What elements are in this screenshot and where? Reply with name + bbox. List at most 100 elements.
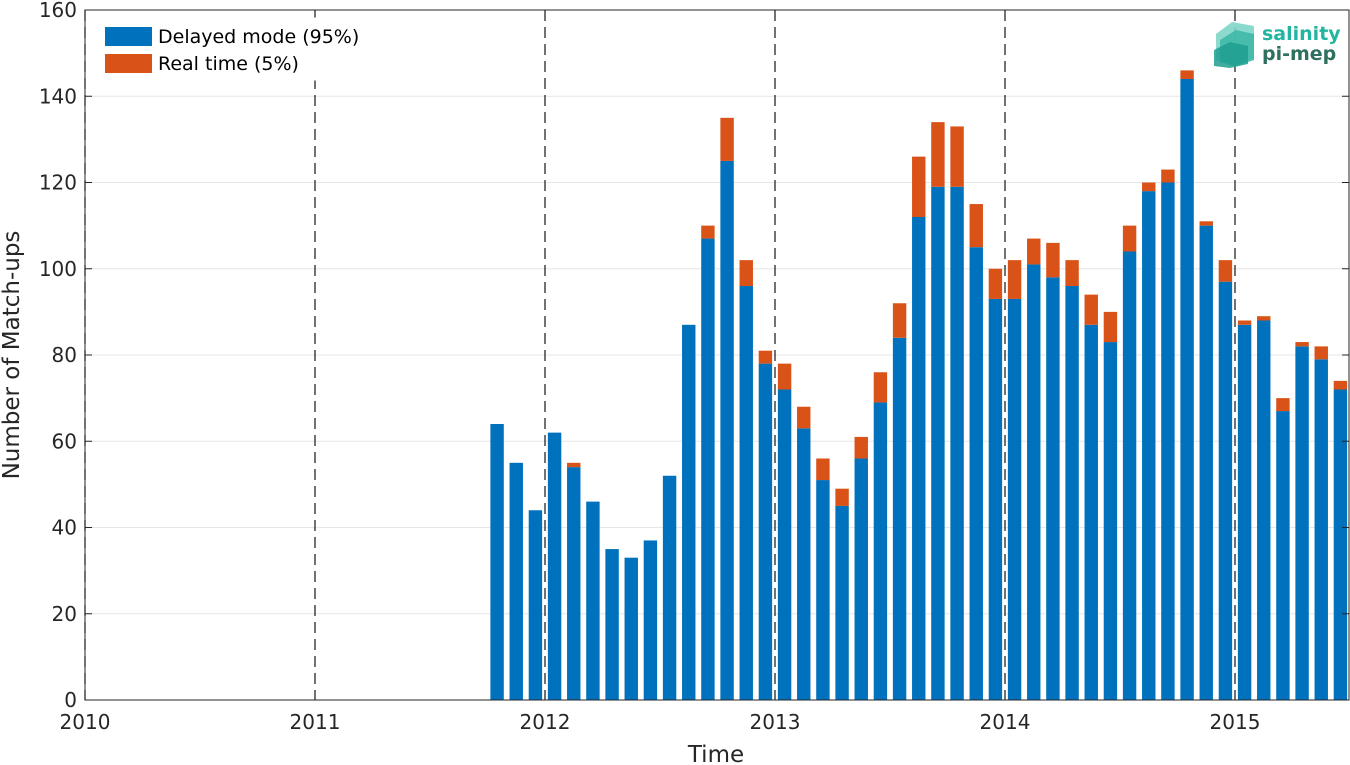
bar-realtime-2013-12 [988,268,1003,299]
y-tick-label-160: 160 [39,0,77,22]
bar-realtime-2014-10 [1180,70,1194,79]
bar-realtime-2014-06 [1103,311,1118,343]
bar-realtime-2015-05 [1314,346,1328,360]
bar-delayed-2012-07 [662,475,677,700]
legend: Delayed mode (95%) Real time (5%) [95,17,393,81]
bar-delayed-2011-12 [528,510,543,700]
bar-delayed-2012-01 [547,432,562,700]
x-tick-label-2012: 2012 [520,710,571,734]
bar-delayed-2011-10 [490,424,504,700]
bar-realtime-2013-04 [835,488,849,506]
bar-delayed-2013-08 [912,217,926,700]
bar-delayed-2014-08 [1142,191,1156,700]
bar-realtime-2012-11 [739,260,753,286]
bar-realtime-2013-07 [892,303,907,338]
bar-delayed-2015-02 [1257,320,1271,700]
x-axis-ticks: 2010 2011 2012 2013 2014 2015 [60,692,1261,734]
bar-series [490,70,1348,700]
bar-realtime-2013-01 [777,363,792,390]
bar-delayed-2012-05 [624,557,638,700]
bar-realtime-2014-04 [1065,260,1079,286]
y-axis-title: Number of Match-ups [0,231,25,480]
y-tick-label-20: 20 [52,602,77,626]
y-tick-label-0: 0 [64,688,77,712]
bar-delayed-2013-10 [950,186,964,700]
bar-realtime-2013-11 [969,204,983,248]
bar-realtime-2015-06 [1333,380,1348,390]
bar-realtime-2013-02 [797,406,811,429]
bar-realtime-2014-11 [1199,221,1213,226]
logo-mark-icon [1214,22,1254,68]
bar-realtime-2014-02 [1027,238,1041,265]
bar-delayed-2013-01 [777,389,792,700]
bar-delayed-2014-04 [1065,286,1079,700]
bar-delayed-2015-05 [1314,359,1328,700]
bar-delayed-2014-12 [1218,281,1233,700]
x-tick-label-2010: 2010 [60,710,111,734]
bar-delayed-2013-07 [892,337,907,700]
legend-swatch-realtime [105,54,152,73]
bar-realtime-2013-08 [912,156,926,217]
bar-realtime-2015-02 [1257,316,1271,321]
x-tick-label-2013: 2013 [750,710,801,734]
bar-realtime-2015-04 [1295,342,1309,347]
logo-text-pimep: pi-mep [1262,43,1336,65]
bar-delayed-2012-02 [567,467,581,700]
legend-label-realtime: Real time (5%) [158,53,299,75]
bar-delayed-2012-06 [643,540,658,700]
bar-delayed-2014-06 [1103,342,1118,700]
bar-delayed-2014-03 [1046,277,1060,700]
bar-delayed-2012-12 [758,363,773,700]
bar-delayed-2014-01 [1007,298,1022,700]
bar-realtime-2013-05 [854,436,868,459]
bar-realtime-2013-10 [950,126,964,187]
x-axis-title: Time [687,742,744,765]
bar-delayed-2013-12 [988,298,1003,700]
bar-delayed-2012-11 [739,286,753,700]
salinity-pimep-logo: salinity pi-mep [1214,22,1341,68]
bar-realtime-2014-03 [1046,242,1060,278]
y-axis-ticks: 0 20 40 60 80 100 120 140 160 [39,0,1349,712]
logo-text-salinity: salinity [1262,23,1341,45]
bar-realtime-2012-10 [720,117,734,161]
gridlines [85,95,1350,615]
bar-delayed-2012-04 [605,549,619,700]
bar-delayed-2013-02 [797,428,811,700]
bar-realtime-2014-01 [1007,260,1022,299]
bar-realtime-2014-05 [1084,294,1098,325]
bar-realtime-2012-12 [758,350,773,364]
bar-delayed-2013-11 [969,247,983,700]
bar-delayed-2012-10 [720,160,734,700]
x-tick-label-2014: 2014 [980,710,1031,734]
bar-delayed-2015-03 [1276,411,1290,700]
y-tick-label-120: 120 [39,171,77,195]
y-tick-label-60: 60 [52,429,77,453]
bar-delayed-2013-06 [873,402,888,700]
bar-delayed-2014-07 [1122,251,1137,700]
bar-delayed-2012-09 [701,238,715,700]
bar-realtime-2013-09 [931,122,945,187]
legend-label-delayed: Delayed mode (95%) [158,26,359,48]
bar-delayed-2012-03 [586,501,600,700]
bar-delayed-2012-08 [682,324,696,700]
bar-delayed-2014-05 [1084,324,1098,700]
x-tick-label-2011: 2011 [290,710,341,734]
bar-delayed-2014-02 [1027,264,1041,700]
bar-delayed-2014-11 [1199,225,1213,700]
bar-realtime-2014-09 [1161,169,1175,183]
bar-realtime-2012-02 [567,462,581,468]
bar-realtime-2014-07 [1122,225,1137,252]
bar-delayed-2013-03 [816,480,830,700]
bar-delayed-2015-06 [1333,389,1348,700]
y-tick-label-100: 100 [39,257,77,281]
bar-delayed-2013-04 [835,505,849,700]
bar-delayed-2014-10 [1180,79,1194,700]
bar-delayed-2013-05 [854,458,868,700]
bar-realtime-2013-03 [816,458,830,481]
y-tick-label-140: 140 [39,84,77,108]
x-tick-label-2015: 2015 [1210,710,1261,734]
bar-realtime-2012-09 [701,225,715,239]
y-tick-label-40: 40 [52,516,77,540]
bar-realtime-2014-12 [1218,260,1233,282]
